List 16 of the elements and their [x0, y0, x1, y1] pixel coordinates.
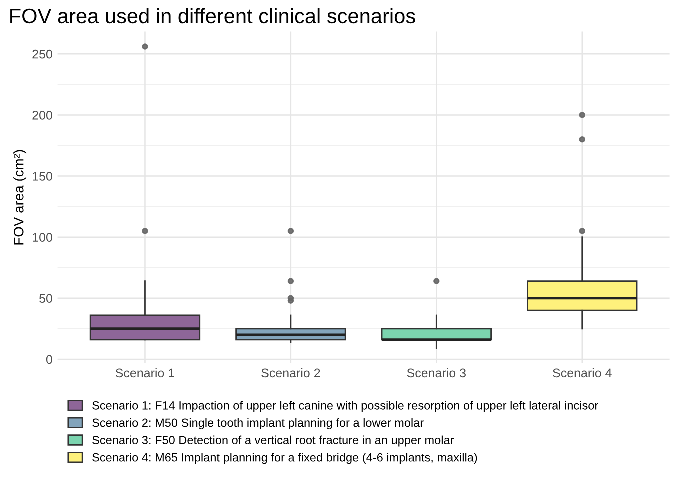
legend-label: Scenario 1: F14 Impaction of upper left canine with possible resorption of upper left lateral incisor: [92, 401, 598, 412]
x-tick-label: Scenario 4: [553, 368, 612, 378]
x-tick-label: Scenario 2: [262, 368, 320, 378]
y-tick-label: 0: [46, 355, 52, 364]
x-tick-label: Scenario 3: [407, 368, 466, 378]
y-tick-label: 100: [33, 233, 52, 242]
chart-title: FOV area used in different clinical scenarios: [10, 8, 416, 24]
y-tick-label: 150: [33, 172, 52, 181]
legend-label: Scenario 3: F50 Detection of a vertical root fracture in an upper molar: [92, 436, 454, 447]
x-tick-label: Scenario 1: [116, 368, 174, 378]
legend-label: Scenario 2: M50 Single tooth implant planning for a lower molar: [92, 418, 424, 430]
y-tick-label: 250: [32, 50, 52, 59]
y-tick-label: 200: [32, 111, 52, 120]
y-tick-label: 50: [40, 294, 52, 304]
legend-label: Scenario 4: M65 Implant planning for a fixed bridge (4-6 implants, maxilla): [92, 453, 478, 464]
y-axis-title: FOV area (cm²): [14, 150, 27, 245]
